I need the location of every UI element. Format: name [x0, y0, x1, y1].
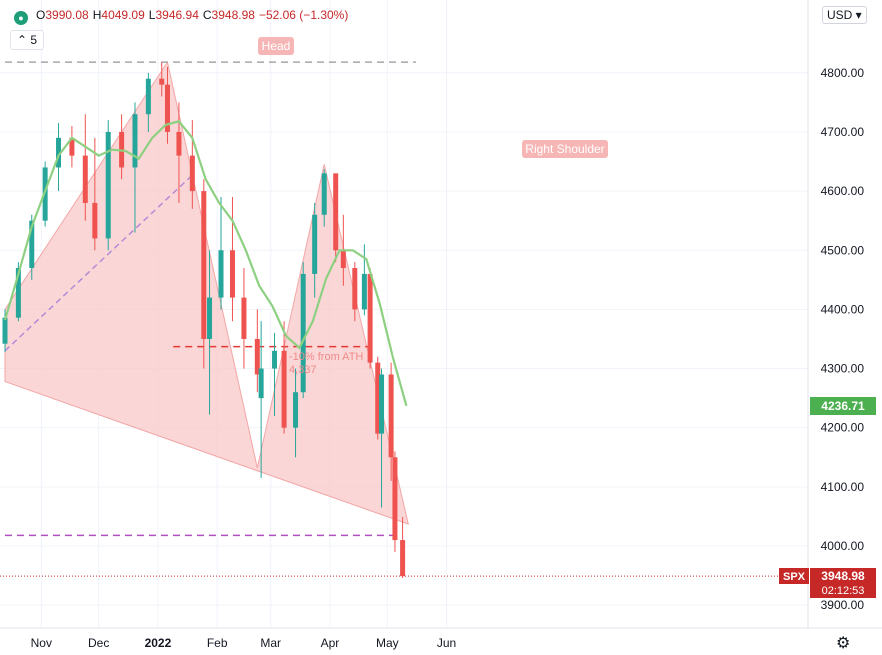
candle-body	[400, 540, 406, 577]
head-label: Head	[262, 39, 291, 53]
high-label: H	[92, 8, 102, 22]
ma-value-badge	[810, 397, 876, 415]
ten-pct-label: -10% from ATH	[289, 351, 363, 363]
candle-body	[69, 137, 75, 156]
level-lines	[0, 61, 808, 577]
candle-body	[201, 191, 207, 339]
candle-body	[254, 338, 260, 375]
candle-body	[241, 297, 247, 339]
indicators-count: 5	[30, 33, 38, 47]
candle-body	[82, 155, 88, 203]
time-tick-label: Apr	[321, 636, 340, 650]
candle-body	[367, 273, 373, 363]
candle-body	[207, 297, 213, 339]
price-tick-label: 4500.00	[821, 243, 865, 257]
close-value: 3948.98	[211, 8, 255, 22]
candle-body	[164, 84, 170, 132]
time-tick-label: 2022	[145, 636, 172, 650]
candle-body	[361, 273, 367, 310]
open-value: 3990.08	[45, 8, 89, 22]
price-tick-label: 4300.00	[821, 362, 865, 376]
candle-body	[105, 131, 111, 239]
price-tick-label: 4200.00	[821, 421, 865, 435]
candle-body	[92, 202, 98, 239]
candle-body	[145, 78, 151, 115]
candle-body	[392, 457, 398, 541]
candle-body	[281, 350, 287, 428]
ma-value-text: 4236.71	[821, 399, 865, 413]
low-label: L	[148, 8, 156, 22]
candle-body	[159, 78, 165, 85]
price-tick-label: 4100.00	[821, 480, 865, 494]
price-tick-label: 4000.00	[821, 539, 865, 553]
symbol-badge-text: SPX	[783, 571, 806, 583]
time-tick-label: Dec	[88, 636, 109, 650]
last-price-text: 3948.98	[821, 569, 865, 583]
price-tick-label: 4700.00	[821, 125, 865, 139]
price-tick-label: 4600.00	[821, 184, 865, 198]
symbol-badge	[779, 568, 809, 584]
time-tick-label: May	[376, 636, 399, 650]
high-value: 4049.09	[101, 8, 145, 22]
candle-body	[321, 173, 327, 215]
candle-body	[258, 368, 264, 399]
time-tick-label: Feb	[207, 636, 228, 650]
currency-label: USD	[827, 8, 853, 22]
neckline-dashed	[4, 172, 195, 352]
currency-selector[interactable]: USD ▾	[822, 6, 867, 24]
candle-body	[2, 317, 8, 344]
candle-body	[375, 362, 381, 434]
candle-body	[176, 131, 182, 156]
price-tick-label: 4400.00	[821, 302, 865, 316]
price-tick-label: 3900.00	[821, 598, 865, 612]
close-label: C	[202, 8, 212, 22]
time-tick-label: Nov	[31, 636, 52, 650]
indicators-collapse-button[interactable]: ⌃ 5	[10, 30, 45, 50]
price-tick-label: 4800.00	[821, 66, 865, 80]
candle-body	[379, 374, 385, 434]
candle-body	[272, 350, 278, 369]
gear-icon[interactable]: ⚙	[836, 635, 851, 652]
change-value: −52.06 (−1.30%)	[258, 8, 349, 22]
time-tick-label: Jun	[437, 636, 456, 650]
price-axis-ticks: 4800.00 4700.00 4600.00 4500.00 4400.00 4300.…	[821, 66, 865, 612]
countdown-text: 02:12:53	[822, 585, 865, 597]
time-axis-ticks: Nov Dec 2022 Feb Mar Apr May Jun	[31, 636, 457, 650]
eye-icon[interactable]: ●	[14, 11, 28, 25]
open-label: O	[36, 8, 46, 22]
candle-body	[300, 273, 306, 393]
right-shoulder-label-box	[522, 140, 608, 158]
moving-average-line	[3, 120, 408, 407]
head-label-box	[258, 37, 294, 55]
head-and-shoulders-pattern	[4, 60, 410, 525]
time-tick-label: Mar	[260, 636, 281, 650]
last-price-badge	[810, 568, 876, 598]
candle-body	[333, 173, 339, 251]
candle-body	[15, 267, 21, 318]
annotations: Head Right Shoulder -10% from ATH 4,337	[258, 37, 608, 376]
candle-body	[56, 137, 62, 168]
candle-body	[218, 250, 224, 298]
time-axis-bg[interactable]	[0, 628, 808, 655]
candle-body	[388, 374, 394, 458]
candle-body	[312, 214, 318, 274]
candle-body	[352, 267, 358, 310]
candlesticks	[2, 62, 406, 578]
candle-body	[293, 392, 299, 428]
price-axis-bg[interactable]	[808, 0, 882, 628]
candle-body	[29, 220, 35, 268]
candle-body	[189, 155, 195, 192]
ohlc-header: ● O3990.08 H4049.09 L3946.94 C3948.98 −52.06 …	[14, 8, 352, 25]
low-value: 3946.94	[155, 8, 199, 22]
candle-body	[340, 250, 346, 268]
candle-body	[132, 114, 138, 168]
candle-body	[229, 250, 235, 298]
ten-pct-value: 4,337	[289, 364, 317, 376]
right-shoulder-label: Right Shoulder	[525, 142, 604, 156]
